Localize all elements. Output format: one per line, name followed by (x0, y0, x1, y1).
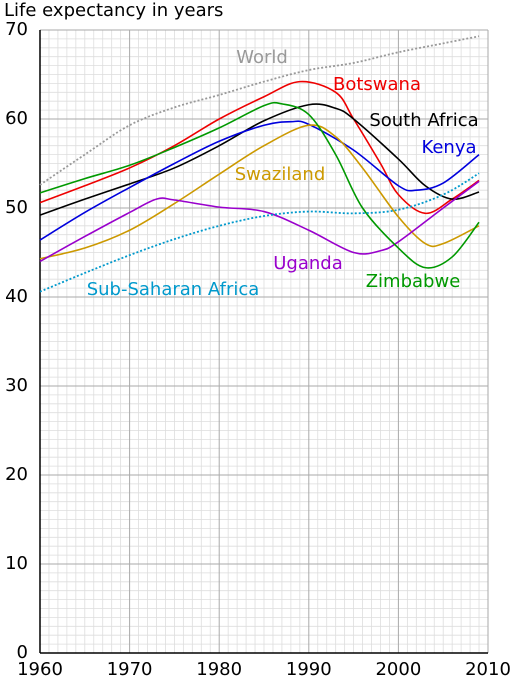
series-line (39, 80, 480, 215)
series-line (39, 172, 480, 293)
series-label: World (236, 47, 288, 68)
series-line (39, 103, 480, 216)
series-line (39, 180, 480, 263)
series-line (39, 120, 480, 241)
x-tick-label: 2000 (375, 659, 421, 680)
series-label: Botswana (333, 74, 421, 95)
series-label: Sub-Saharan Africa (87, 279, 260, 300)
series-label: Zimbabwe (366, 271, 461, 292)
x-tick-label: 1960 (17, 659, 63, 680)
series-label: Kenya (421, 137, 476, 158)
y-tick-label: 0 (17, 642, 28, 663)
y-tick-label: 30 (5, 375, 28, 396)
series-label: Uganda (273, 253, 343, 274)
series-label: South Africa (369, 110, 478, 131)
y-tick-label: 40 (5, 286, 28, 307)
chart-title: Life expectancy in years (4, 0, 223, 21)
x-tick-label: 1970 (107, 659, 153, 680)
series-line (39, 35, 480, 186)
y-tick-label: 60 (5, 108, 28, 129)
x-tick-label: 1990 (286, 659, 332, 680)
x-tick-label: 1980 (196, 659, 242, 680)
x-tick-label: 2010 (465, 659, 511, 680)
y-tick-label: 70 (5, 19, 28, 40)
series-label: Swaziland (235, 164, 326, 185)
series-line (39, 124, 480, 260)
y-tick-label: 10 (5, 553, 28, 574)
y-tick-label: 50 (5, 197, 28, 218)
series-line (39, 101, 480, 269)
y-tick-label: 20 (5, 464, 28, 485)
